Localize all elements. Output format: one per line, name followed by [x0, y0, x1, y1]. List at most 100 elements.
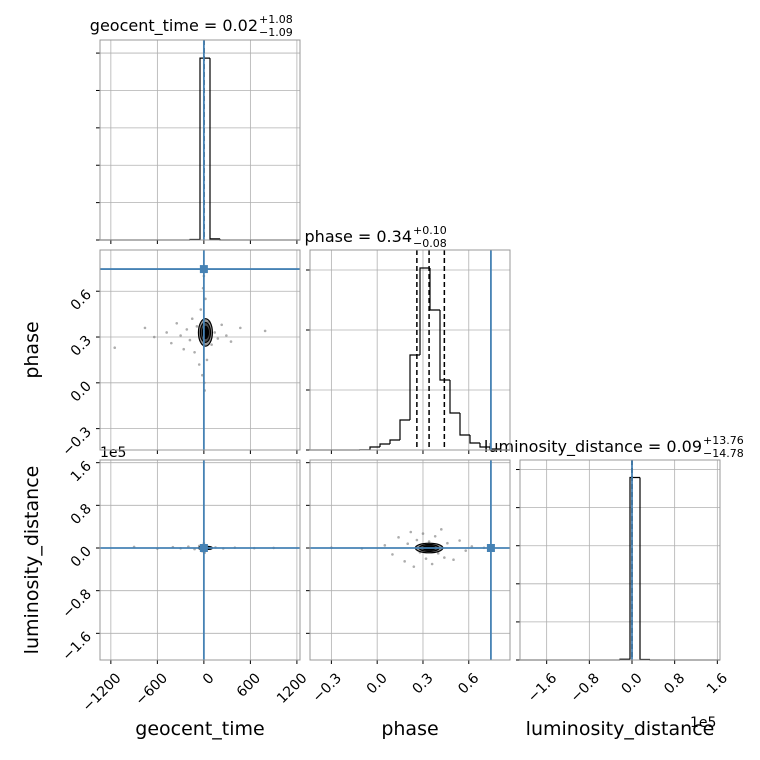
y-tick-label: 0.3: [68, 333, 95, 360]
histogram-bar: [409, 354, 420, 420]
panel-frame: [309, 459, 511, 661]
y-tick-label: 0.8: [68, 501, 95, 528]
histogram-bar: [209, 58, 220, 240]
panel-frame: [99, 459, 301, 661]
x-tick-label: 600: [234, 670, 264, 700]
histogram-bar: [489, 447, 500, 450]
panel-frame: [519, 459, 721, 661]
sample-point: [216, 337, 220, 340]
histogram-bar: [369, 446, 380, 450]
sample-point: [452, 558, 455, 562]
sample-point: [470, 545, 474, 548]
histogram-bar: [449, 380, 460, 414]
sample-point: [427, 540, 431, 543]
sample-point: [458, 539, 461, 542]
histogram-bar: [399, 419, 410, 440]
x-tick-label: −600: [132, 670, 171, 709]
x-tick-label: 1.6: [704, 670, 731, 697]
histogram-bar: [379, 443, 390, 447]
sample-point: [143, 326, 147, 330]
sample-point: [403, 560, 406, 563]
sample-point: [201, 373, 204, 377]
histogram-bar: [459, 413, 470, 436]
sample-point: [199, 308, 203, 311]
histogram-bar: [439, 310, 450, 381]
sample-point: [182, 347, 186, 351]
offset-label: 1e5: [690, 715, 716, 731]
x-tick-label: 1200: [274, 670, 311, 707]
y-tick-label: 1.6: [68, 458, 95, 485]
panel-frame: [309, 249, 511, 451]
x-tick-label: 0.0: [364, 670, 391, 697]
sample-point: [415, 538, 419, 542]
title: geocent_time = 0.02: [90, 16, 258, 36]
y-tick-label: 0.6: [68, 287, 95, 314]
panel-frame: [99, 39, 301, 241]
truth-marker: [199, 265, 208, 274]
x-axis-label: phase: [381, 718, 438, 740]
sample-point: [239, 326, 242, 330]
title-lower: −14.78: [703, 447, 744, 460]
sample-point: [204, 297, 207, 301]
x-tick-label: 0.6: [455, 670, 482, 697]
sample-point: [175, 321, 179, 325]
x-tick-label: −1.6: [525, 670, 560, 705]
y-tick-label: 0.0: [68, 378, 95, 405]
title-upper: +1.08: [259, 13, 293, 26]
y-axis-label: luminosity_distance: [21, 466, 43, 655]
sample-point: [213, 331, 217, 334]
sample-point: [446, 541, 449, 545]
sample-point: [225, 334, 228, 337]
histogram-bar: [199, 57, 210, 240]
sample-point: [220, 323, 224, 327]
histogram-bar: [469, 435, 480, 444]
sample-point: [391, 553, 394, 556]
sample-point: [424, 557, 428, 560]
x-tick-label: −0.3: [310, 670, 345, 705]
histogram-bar: [629, 476, 640, 660]
x-tick-label: 0.0: [619, 670, 646, 697]
sample-point: [263, 329, 267, 333]
x-tick-label: 0.8: [661, 670, 688, 697]
sample-point: [439, 528, 443, 531]
sample-point: [185, 328, 189, 331]
sample-point: [197, 363, 201, 366]
sample-point: [430, 562, 434, 566]
sample-point: [210, 343, 213, 346]
histogram-bar: [479, 443, 490, 448]
sample-point: [190, 317, 194, 321]
x-tick-label: −1200: [80, 670, 125, 715]
x-axis-label: geocent_time: [135, 718, 264, 740]
sample-point: [113, 346, 117, 350]
sample-point: [406, 542, 410, 546]
sample-point: [229, 340, 233, 343]
histogram-bar: [429, 268, 440, 311]
title: luminosity_distance = 0.09: [484, 437, 702, 457]
title-lower: −0.08: [413, 237, 447, 250]
truth-marker: [199, 544, 208, 552]
title-lower: −1.09: [259, 26, 293, 39]
y-axis-label: phase: [21, 321, 43, 378]
histogram-bar: [389, 439, 400, 444]
sample-point: [165, 331, 168, 334]
histogram-bar: [639, 477, 650, 661]
sample-point: [193, 350, 196, 354]
sample-point: [170, 341, 173, 345]
sample-point: [188, 338, 192, 342]
title-upper: +13.76: [703, 434, 744, 447]
histogram-bar: [419, 267, 430, 355]
sample-point: [397, 536, 400, 539]
sample-point: [464, 549, 468, 552]
sample-point: [195, 325, 199, 328]
title-upper: +0.10: [413, 224, 447, 237]
x-tick-label: 0: [200, 670, 218, 688]
sample-point: [412, 565, 416, 568]
x-tick-label: 0.3: [410, 670, 437, 697]
offset-label: 1e5: [100, 445, 126, 461]
sample-point: [436, 552, 440, 555]
y-tick-label: 0.0: [68, 544, 95, 571]
sample-point: [383, 544, 387, 547]
sample-point: [409, 530, 413, 534]
title: phase = 0.34: [305, 227, 412, 246]
